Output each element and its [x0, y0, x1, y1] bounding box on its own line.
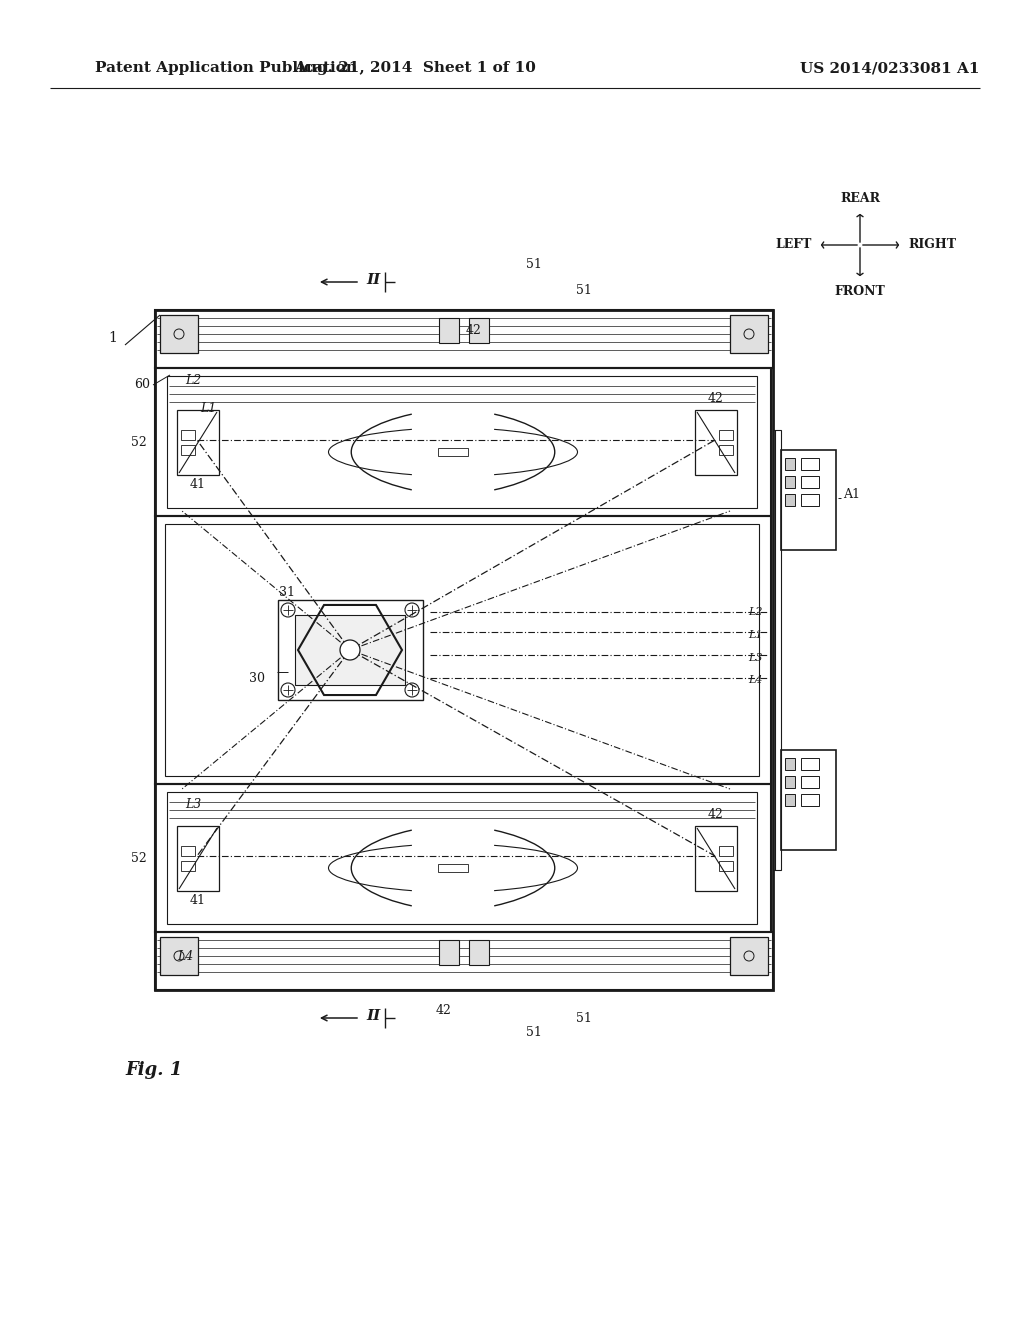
Text: 42: 42: [466, 323, 482, 337]
Text: 42: 42: [708, 808, 724, 821]
Text: 52: 52: [131, 436, 147, 449]
Text: LEFT: LEFT: [775, 239, 812, 252]
Bar: [160, 937, 198, 975]
Bar: [801, 494, 819, 506]
Bar: [801, 776, 819, 788]
Text: US 2014/0233081 A1: US 2014/0233081 A1: [800, 61, 980, 75]
Text: REAR: REAR: [840, 191, 880, 205]
Text: RIGHT: RIGHT: [908, 239, 956, 252]
Text: 31: 31: [279, 586, 295, 598]
Bar: [155, 310, 773, 990]
Bar: [781, 450, 836, 550]
Bar: [469, 318, 489, 343]
Bar: [181, 445, 195, 455]
Text: Aug. 21, 2014  Sheet 1 of 10: Aug. 21, 2014 Sheet 1 of 10: [294, 61, 536, 75]
Bar: [730, 937, 768, 975]
Bar: [785, 494, 795, 506]
Bar: [785, 776, 795, 788]
Bar: [719, 445, 733, 455]
Text: 51: 51: [577, 1011, 592, 1024]
Text: L3: L3: [185, 797, 202, 810]
Bar: [801, 477, 819, 488]
Bar: [181, 430, 195, 440]
Bar: [438, 865, 468, 873]
Text: L3: L3: [748, 653, 763, 663]
Bar: [155, 516, 771, 784]
Bar: [439, 318, 459, 343]
Text: A1: A1: [843, 488, 860, 502]
Bar: [785, 795, 795, 807]
Bar: [177, 826, 219, 891]
Bar: [155, 310, 773, 368]
Text: II: II: [366, 273, 380, 286]
Text: L1: L1: [200, 401, 216, 414]
Text: FRONT: FRONT: [835, 285, 886, 298]
Bar: [167, 376, 757, 508]
Text: 51: 51: [526, 259, 542, 272]
Bar: [155, 932, 773, 990]
Text: L4: L4: [177, 950, 194, 964]
Text: Patent Application Publication: Patent Application Publication: [95, 61, 357, 75]
Bar: [181, 861, 195, 871]
Text: L1: L1: [748, 630, 763, 640]
Bar: [785, 758, 795, 770]
Text: 1: 1: [109, 331, 117, 345]
Bar: [801, 795, 819, 807]
Bar: [278, 601, 423, 700]
Bar: [167, 792, 757, 924]
Text: 51: 51: [577, 284, 592, 297]
Bar: [695, 826, 737, 891]
Text: 42: 42: [708, 392, 724, 404]
Text: 51: 51: [526, 1026, 542, 1039]
Bar: [785, 458, 795, 470]
Bar: [801, 458, 819, 470]
Bar: [695, 411, 737, 475]
Bar: [730, 315, 768, 352]
Bar: [177, 411, 219, 475]
Text: L2: L2: [748, 607, 763, 616]
Bar: [155, 784, 771, 932]
Bar: [719, 861, 733, 871]
Text: 60: 60: [134, 379, 150, 392]
Bar: [165, 524, 759, 776]
Bar: [773, 430, 781, 870]
Bar: [155, 368, 771, 516]
Bar: [785, 477, 795, 488]
Bar: [801, 758, 819, 770]
Text: 42: 42: [436, 1003, 452, 1016]
Bar: [469, 940, 489, 965]
Bar: [160, 315, 198, 352]
Bar: [439, 940, 459, 965]
Text: L2: L2: [185, 374, 202, 387]
Text: Fig. 1: Fig. 1: [125, 1061, 182, 1078]
Circle shape: [340, 640, 360, 660]
Bar: [781, 750, 836, 850]
Text: 30: 30: [249, 672, 265, 685]
Text: 41: 41: [190, 895, 206, 908]
Text: L4: L4: [748, 675, 763, 685]
Text: II: II: [366, 1008, 380, 1023]
Text: 52: 52: [131, 851, 147, 865]
Bar: [719, 846, 733, 855]
Bar: [181, 846, 195, 855]
Bar: [295, 615, 406, 685]
Text: 41: 41: [190, 479, 206, 491]
Bar: [438, 447, 468, 455]
Bar: [719, 430, 733, 440]
